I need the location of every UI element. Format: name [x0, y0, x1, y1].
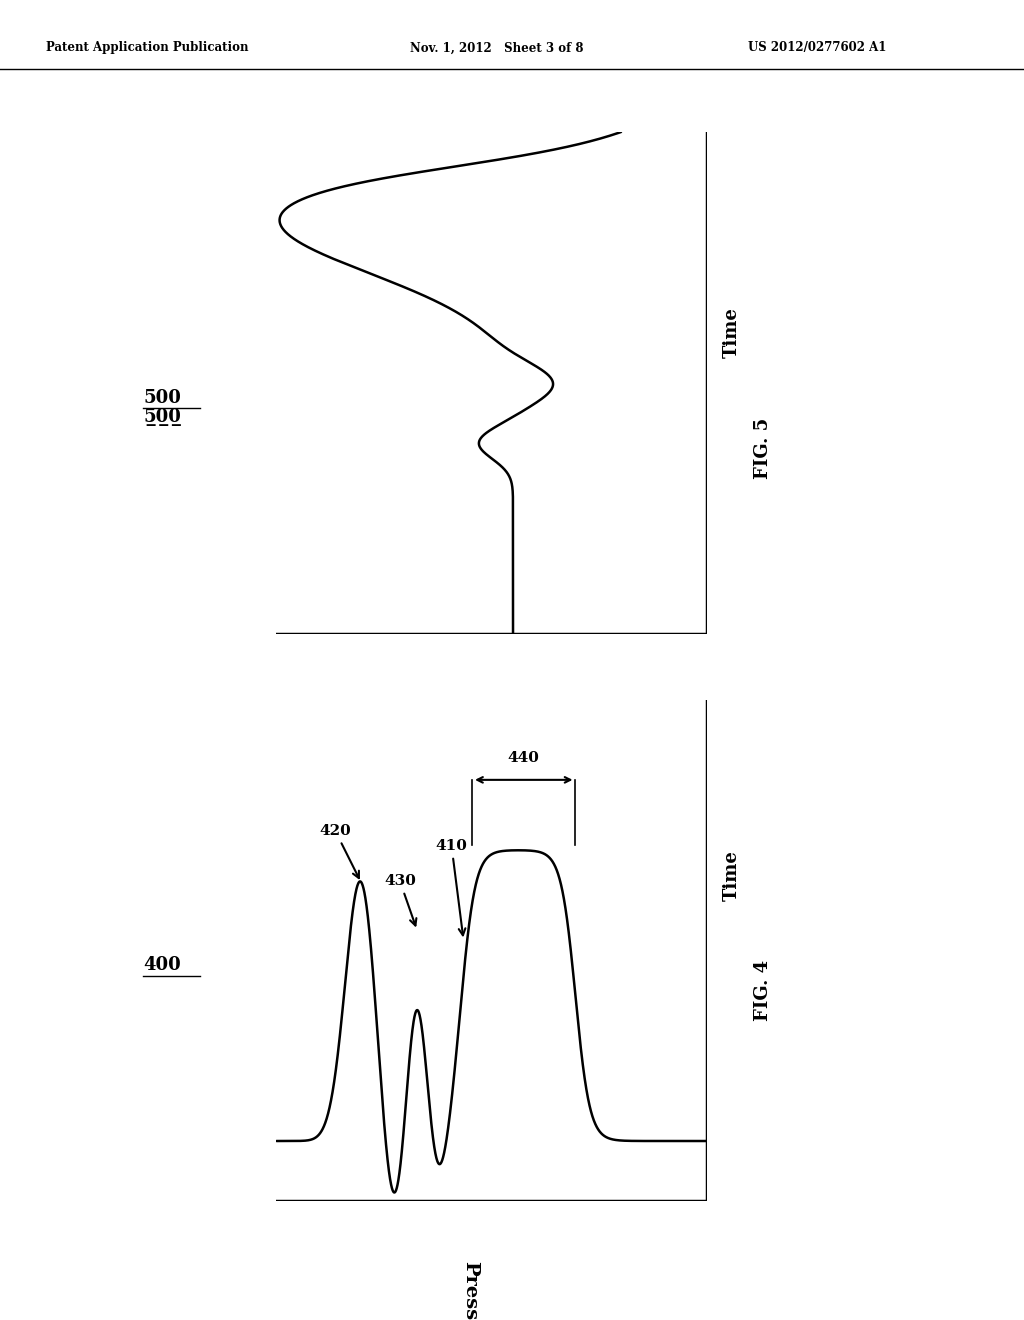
Text: 440: 440: [508, 751, 540, 764]
Text: 400: 400: [143, 957, 181, 974]
Text: 5̲0̲0̲: 5̲0̲0̲: [143, 408, 181, 426]
Text: Patent Application Publication: Patent Application Publication: [46, 41, 249, 54]
Text: Nov. 1, 2012   Sheet 3 of 8: Nov. 1, 2012 Sheet 3 of 8: [410, 41, 583, 54]
Text: 410: 410: [435, 840, 468, 936]
Text: Time: Time: [723, 850, 741, 900]
Text: 420: 420: [319, 824, 359, 878]
Text: FIG. 4: FIG. 4: [754, 960, 772, 1022]
Text: 500: 500: [143, 389, 181, 407]
Text: Time: Time: [723, 308, 741, 358]
Text: Pressure: Pressure: [461, 1261, 479, 1320]
Text: 430: 430: [384, 874, 417, 925]
Text: US 2012/0277602 A1: US 2012/0277602 A1: [748, 41, 886, 54]
Text: FIG. 5: FIG. 5: [754, 417, 772, 479]
